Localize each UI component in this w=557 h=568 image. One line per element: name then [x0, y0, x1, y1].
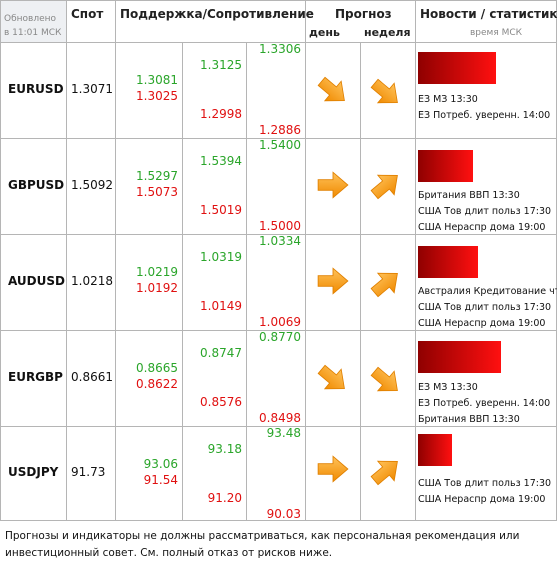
news-item: Британия ВВП 13:30 — [418, 190, 520, 201]
support-level: 1.0069 — [259, 315, 301, 329]
support-level: 1.0192 — [136, 281, 178, 295]
support-level: 1.5073 — [136, 185, 178, 199]
resistance-level: 1.0319 — [200, 250, 242, 264]
resistance-level: 93.06 — [143, 457, 178, 471]
spot: 91.73 — [71, 465, 106, 479]
news-item: ЕЗ Потреб. уверенн. 14:00 — [418, 398, 551, 409]
resistance-level: 1.5394 — [200, 154, 242, 168]
news-item: США Тов длит польз 17:30 — [418, 302, 552, 313]
news-item: ЕЗ МЗ 13:30 — [418, 94, 478, 105]
resistance-level: 1.3306 — [259, 42, 301, 56]
support-level: 1.5019 — [200, 203, 242, 217]
news-item: Австралия Кредитование чт. — [418, 286, 557, 297]
grid-line — [66, 0, 67, 520]
news-bar — [418, 434, 452, 466]
news-bar — [418, 246, 478, 278]
news-item: ЕЗ МЗ 13:30 — [418, 382, 478, 393]
updated-label: Обновлено в 11:01 МСК — [4, 14, 62, 38]
support-level: 1.0149 — [200, 299, 242, 313]
news-item: США Нераспр дома 19:00 — [418, 494, 546, 505]
grid-line — [305, 0, 306, 520]
header-time: время МСК — [470, 28, 523, 38]
header-news: Новости / статистика — [420, 7, 557, 21]
support-level: 1.2886 — [259, 123, 301, 137]
resistance-level: 1.0219 — [136, 265, 178, 279]
header-spot: Спот — [71, 7, 104, 21]
header-levels: Поддержка/Сопротивление — [120, 7, 314, 21]
grid-line — [0, 234, 557, 235]
pair: EURGBP — [8, 370, 63, 384]
grid-line — [0, 330, 557, 331]
forecast-arrow — [362, 259, 410, 307]
support-level: 1.3025 — [136, 89, 178, 103]
grid-line — [246, 42, 247, 520]
spot: 1.3071 — [71, 82, 113, 96]
resistance-level: 0.8747 — [200, 346, 242, 360]
grid-line — [0, 42, 557, 43]
grid-line — [0, 426, 557, 427]
news-bar — [418, 52, 496, 84]
news-item: США Тов длит польз 17:30 — [418, 478, 552, 489]
support-level: 0.8498 — [259, 411, 301, 425]
resistance-level: 0.8665 — [136, 361, 178, 375]
grid-line — [0, 0, 557, 1]
support-level: 1.5000 — [259, 219, 301, 233]
pair: EURUSD — [8, 82, 64, 96]
resistance-level: 93.48 — [266, 426, 301, 440]
news-item: США Тов длит польз 17:30 — [418, 206, 552, 217]
spot: 1.0218 — [71, 274, 113, 288]
resistance-level: 1.5297 — [136, 169, 178, 183]
forecast-arrow — [362, 69, 410, 117]
resistance-level: 1.3125 — [200, 58, 242, 72]
header-forecast: Прогноз — [335, 7, 392, 21]
spot: 0.8661 — [71, 370, 113, 384]
support-level: 91.20 — [207, 491, 242, 505]
news-item: Британия ВВП 13:30 — [418, 414, 520, 425]
support-level: 91.54 — [143, 473, 178, 487]
news-bar — [418, 341, 501, 373]
support-level: 1.2998 — [200, 107, 242, 121]
pair: GBPUSD — [8, 178, 65, 192]
forecast-arrow — [362, 161, 410, 209]
news-item: США Нераспр дома 19:00 — [418, 318, 546, 329]
resistance-level: 1.0334 — [259, 234, 301, 248]
grid-line — [0, 0, 1, 520]
support-level: 90.03 — [266, 507, 301, 521]
resistance-level: 1.3081 — [136, 73, 178, 87]
grid-line — [0, 138, 557, 139]
grid-line — [0, 520, 557, 521]
header-day: день — [309, 26, 340, 39]
grid-line — [182, 42, 183, 520]
grid-line — [360, 42, 361, 520]
forecast-arrow — [309, 67, 357, 115]
news-item: США Нераспр дома 19:00 — [418, 222, 546, 233]
grid-line — [115, 0, 116, 520]
pair: AUDUSD — [8, 274, 65, 288]
forecast-arrow — [362, 357, 410, 405]
resistance-level: 93.18 — [207, 442, 242, 456]
pair: USDJPY — [8, 465, 59, 479]
news-bar — [418, 150, 473, 182]
resistance-level: 1.5400 — [259, 138, 301, 152]
grid-line — [415, 0, 416, 520]
header-cell-bg — [1, 1, 66, 42]
header-week: неделя — [364, 26, 411, 39]
forecast-arrow — [316, 264, 350, 298]
forecast-arrow — [309, 355, 357, 403]
disclaimer: Прогнозы и индикаторы не должны рассматр… — [5, 530, 520, 559]
forecast-arrow — [316, 168, 350, 202]
forecast-arrow — [362, 447, 410, 495]
forecast-arrow — [316, 452, 350, 486]
support-level: 0.8576 — [200, 395, 242, 409]
spot: 1.5092 — [71, 178, 113, 192]
resistance-level: 0.8770 — [259, 330, 301, 344]
news-item: ЕЗ Потреб. уверенн. 14:00 — [418, 110, 551, 121]
support-level: 0.8622 — [136, 377, 178, 391]
